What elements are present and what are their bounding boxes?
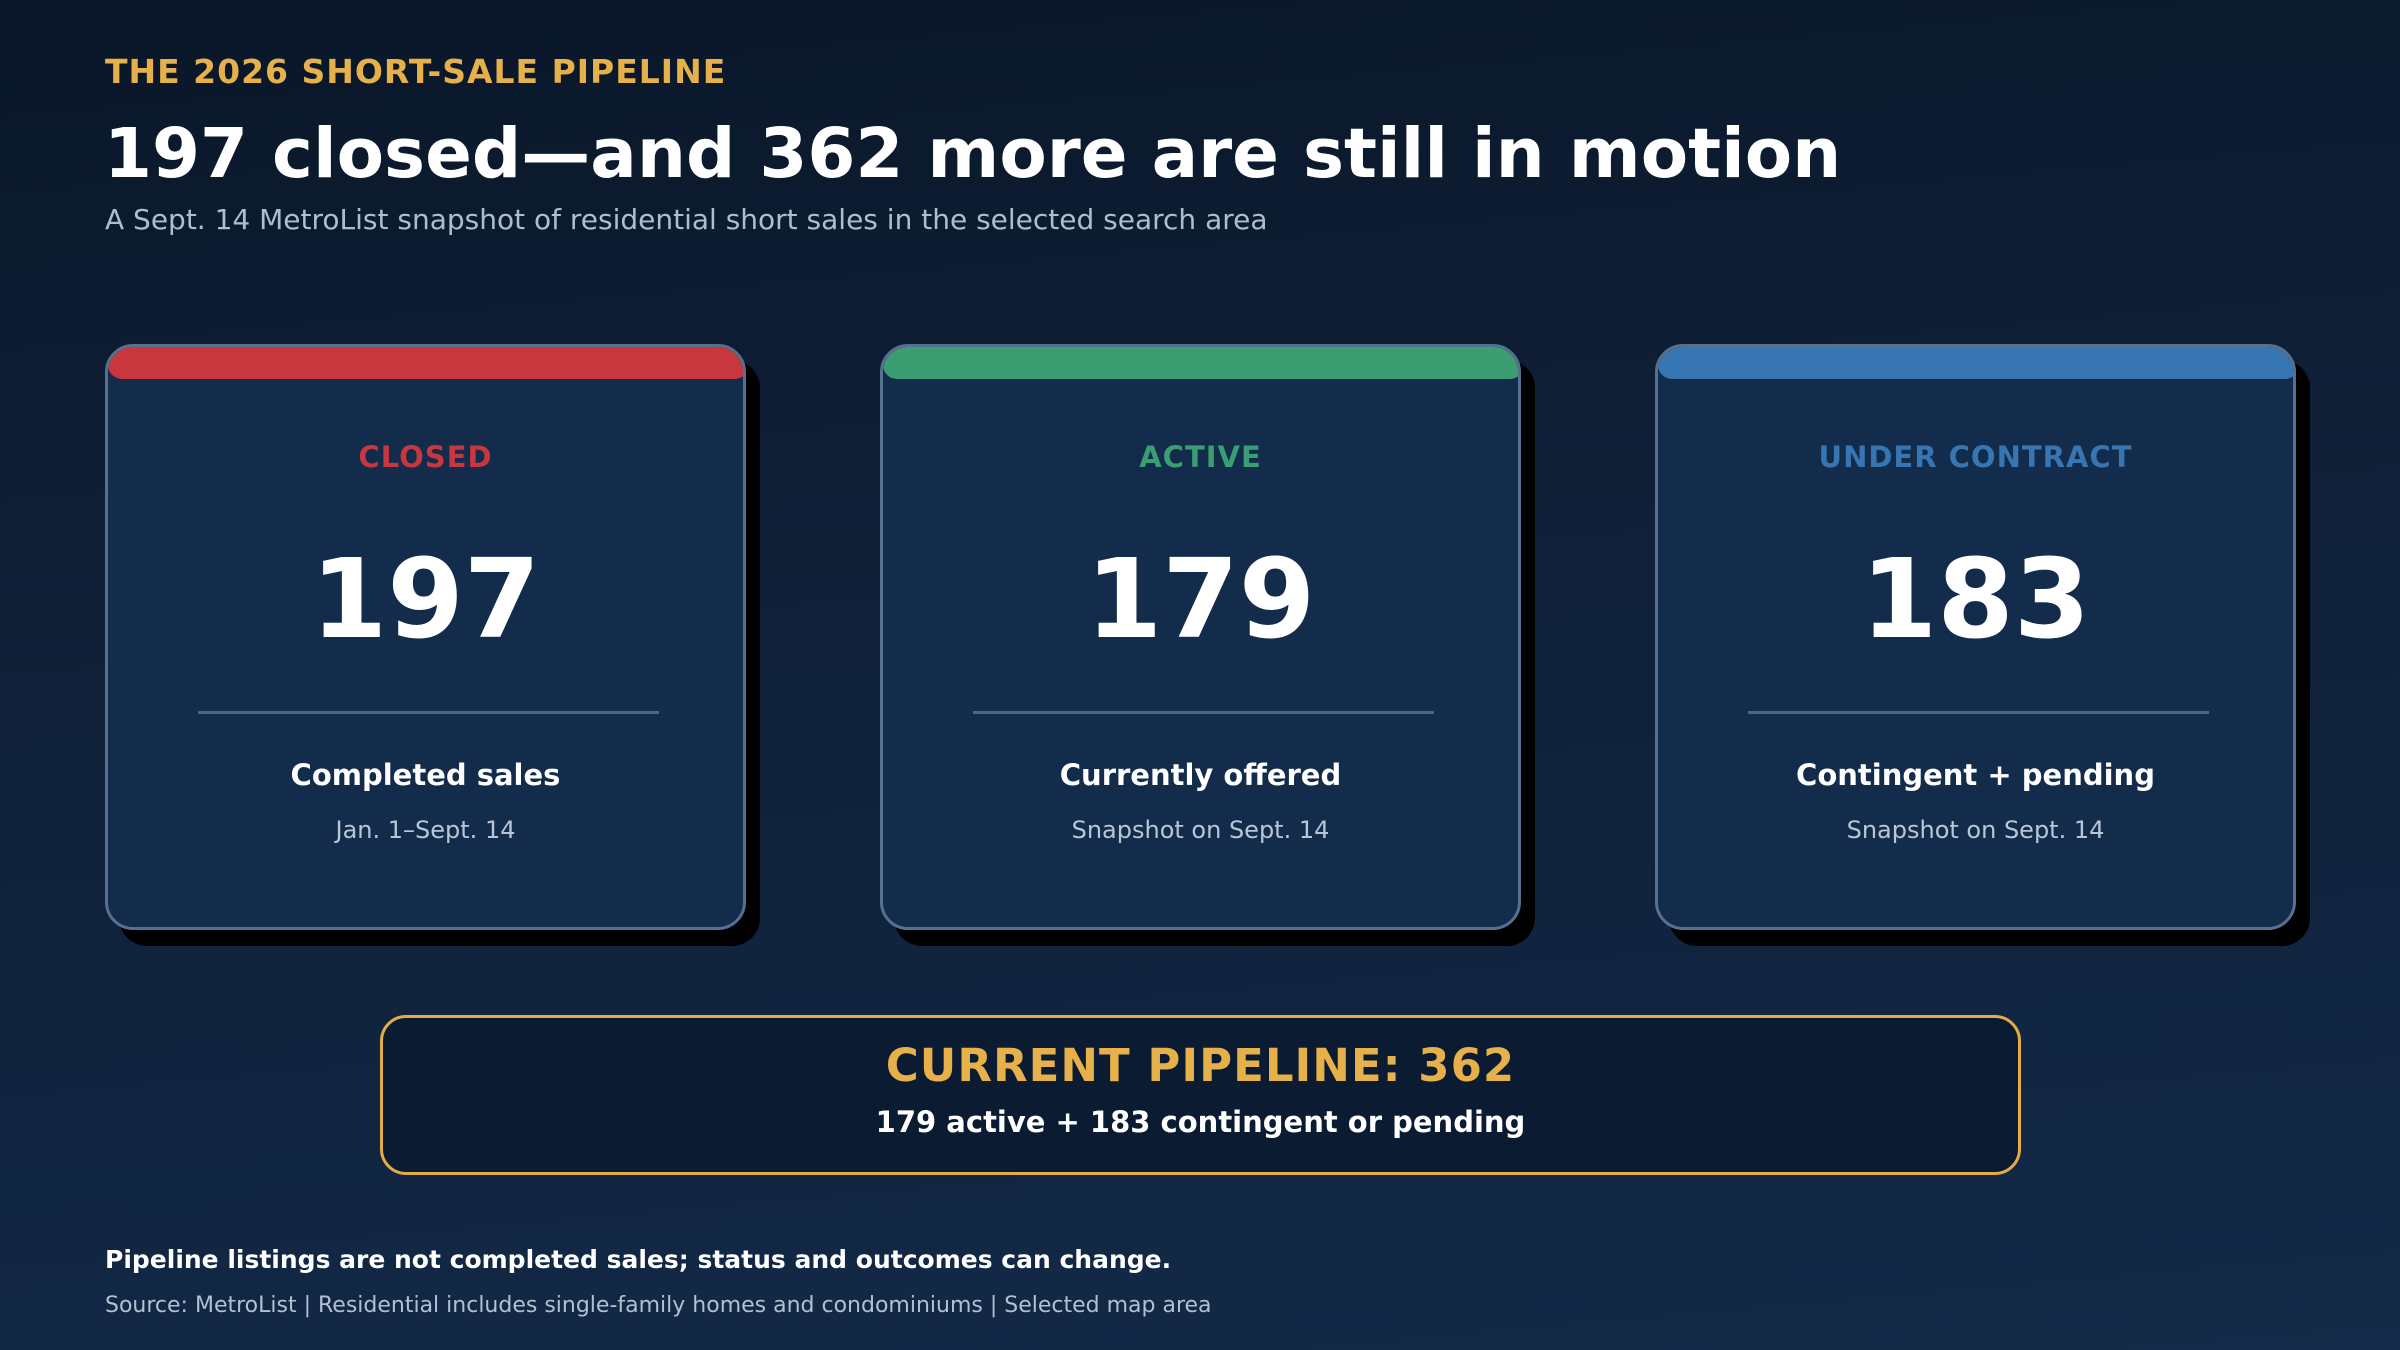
card-status-label: UNDER CONTRACT [1818, 440, 2133, 474]
card-label: Contingent + pending [1796, 758, 2155, 792]
card-accent-bar [1658, 347, 2293, 379]
card-accent-bar [883, 347, 1518, 379]
eyebrow-label: THE 2026 SHORT-SALE PIPELINE [105, 52, 727, 91]
card-divider [1748, 711, 2209, 714]
card-value: 197 [310, 535, 541, 663]
pipeline-breakdown: 179 active + 183 contingent or pending [875, 1105, 1526, 1139]
card-value: 183 [1860, 535, 2091, 663]
card-divider [973, 711, 1434, 714]
footnote: Pipeline listings are not completed sale… [105, 1245, 1172, 1274]
card-active: ACTIVE 179 Currently offered Snapshot on… [880, 344, 1535, 946]
card-body: ACTIVE 179 Currently offered Snapshot on… [880, 344, 1521, 930]
page-title: 197 closed—and 362 more are still in mot… [104, 114, 1842, 194]
card-body: CLOSED 197 Completed sales Jan. 1–Sept. … [105, 344, 746, 930]
card-label: Currently offered [1059, 758, 1342, 792]
card-closed: CLOSED 197 Completed sales Jan. 1–Sept. … [105, 344, 760, 946]
card-divider [198, 711, 659, 714]
card-status-label: CLOSED [358, 440, 493, 474]
page-subtitle: A Sept. 14 MetroList snapshot of residen… [105, 203, 1268, 236]
card-body: UNDER CONTRACT 183 Contingent + pending … [1655, 344, 2296, 930]
card-label: Completed sales [290, 758, 561, 792]
card-under-contract: UNDER CONTRACT 183 Contingent + pending … [1655, 344, 2310, 946]
pipeline-summary-box: CURRENT PIPELINE: 362 179 active + 183 c… [380, 1015, 2021, 1175]
card-status-label: ACTIVE [1139, 440, 1262, 474]
card-sublabel: Snapshot on Sept. 14 [1071, 816, 1330, 844]
source-line: Source: MetroList | Residential includes… [105, 1293, 1212, 1318]
pipeline-total: CURRENT PIPELINE: 362 [885, 1039, 1516, 1092]
card-value: 179 [1085, 535, 1316, 663]
card-sublabel: Jan. 1–Sept. 14 [335, 816, 516, 844]
card-accent-bar [108, 347, 743, 379]
card-sublabel: Snapshot on Sept. 14 [1846, 816, 2105, 844]
